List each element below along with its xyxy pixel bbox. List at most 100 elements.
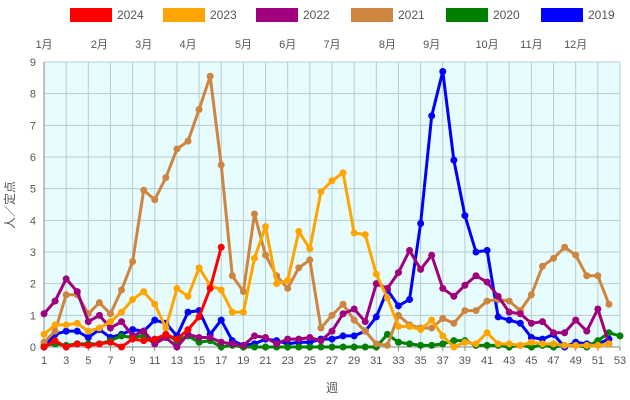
data-point (328, 335, 336, 343)
data-point (184, 292, 192, 300)
data-point (372, 313, 380, 321)
data-point (118, 343, 126, 351)
legend: 2024 2023 2022 2021 2020 2019 (70, 8, 615, 22)
data-point (328, 311, 336, 319)
data-point (62, 275, 70, 283)
data-point (140, 186, 148, 194)
month-label: 2月 (91, 39, 108, 51)
data-point (417, 341, 425, 349)
data-point (383, 330, 391, 338)
data-point (173, 145, 181, 153)
series-2023 (40, 169, 613, 351)
data-point (284, 335, 292, 343)
month-label: 4月 (179, 39, 196, 51)
data-point (151, 316, 159, 324)
data-point (406, 340, 414, 348)
x-tick-label: 3 (63, 355, 69, 367)
data-point (184, 308, 192, 316)
data-point (40, 310, 48, 318)
data-point (461, 307, 469, 315)
series-line-2023 (43, 171, 610, 349)
data-point (217, 243, 225, 251)
month-label: 6月 (279, 39, 296, 51)
data-point (262, 251, 270, 259)
data-point (306, 334, 314, 341)
data-point (339, 332, 347, 340)
data-point (428, 341, 436, 349)
x-tick-label: 51 (592, 355, 604, 367)
data-point (428, 316, 436, 324)
x-tick-label: 35 (414, 355, 426, 367)
data-point (339, 310, 347, 318)
data-point (206, 334, 214, 341)
data-point (273, 340, 281, 348)
series-2022 (40, 246, 613, 351)
data-point (118, 308, 126, 316)
data-point (62, 327, 70, 335)
data-point (73, 288, 81, 296)
data-point (162, 174, 170, 182)
data-point (140, 288, 148, 296)
data-point (394, 302, 402, 310)
data-point (151, 196, 159, 204)
y-tick-label: 1 (30, 310, 36, 322)
data-point (84, 334, 92, 341)
data-point (228, 308, 236, 316)
data-point (516, 310, 524, 318)
data-point (483, 329, 491, 337)
x-tick-label: 5 (85, 355, 91, 367)
data-point (350, 316, 358, 324)
month-label: 11月 (520, 39, 542, 51)
data-point (195, 264, 203, 272)
x-axis-label: 週 (326, 381, 338, 395)
data-point (428, 112, 436, 120)
data-point (461, 212, 469, 220)
data-point (406, 296, 414, 303)
data-point (328, 343, 336, 351)
x-tick-label: 47 (547, 355, 559, 367)
data-point (339, 169, 347, 177)
x-tick-label: 53 (614, 355, 626, 367)
data-point (439, 315, 447, 322)
data-point (328, 177, 336, 185)
data-point (306, 343, 314, 351)
data-point (339, 343, 347, 351)
data-point (417, 326, 425, 334)
data-point (206, 72, 214, 80)
y-tick-label: 9 (30, 57, 36, 69)
data-point (228, 340, 236, 348)
data-point (483, 297, 491, 305)
y-tick-label: 2 (30, 279, 36, 291)
data-point (250, 343, 258, 351)
data-point (306, 245, 314, 253)
data-point (106, 310, 114, 318)
x-tick-label: 29 (348, 355, 360, 367)
data-point (350, 332, 358, 340)
data-point (372, 340, 380, 348)
data-point (472, 248, 480, 256)
data-point (118, 332, 126, 340)
data-point (62, 291, 70, 299)
data-point (494, 292, 502, 300)
month-label: 3月 (135, 39, 152, 51)
x-tick-label: 7 (107, 355, 113, 367)
month-label: 7月 (323, 39, 340, 51)
series-2021 (40, 72, 613, 349)
legend-swatch-2020 (446, 8, 488, 22)
y-tick-label: 7 (30, 120, 36, 132)
data-point (195, 334, 203, 341)
data-point (494, 313, 502, 321)
data-point (106, 318, 114, 326)
data-point (527, 319, 535, 327)
data-point (361, 343, 369, 351)
data-point (561, 341, 569, 349)
data-point (195, 313, 203, 321)
legend-label-2020: 2020 (493, 8, 520, 22)
data-point (527, 338, 535, 346)
data-point (439, 68, 447, 75)
data-point (195, 106, 203, 113)
data-point (428, 324, 436, 332)
data-point (51, 337, 59, 345)
data-point (550, 254, 558, 262)
series-line-2021 (42, 74, 611, 347)
